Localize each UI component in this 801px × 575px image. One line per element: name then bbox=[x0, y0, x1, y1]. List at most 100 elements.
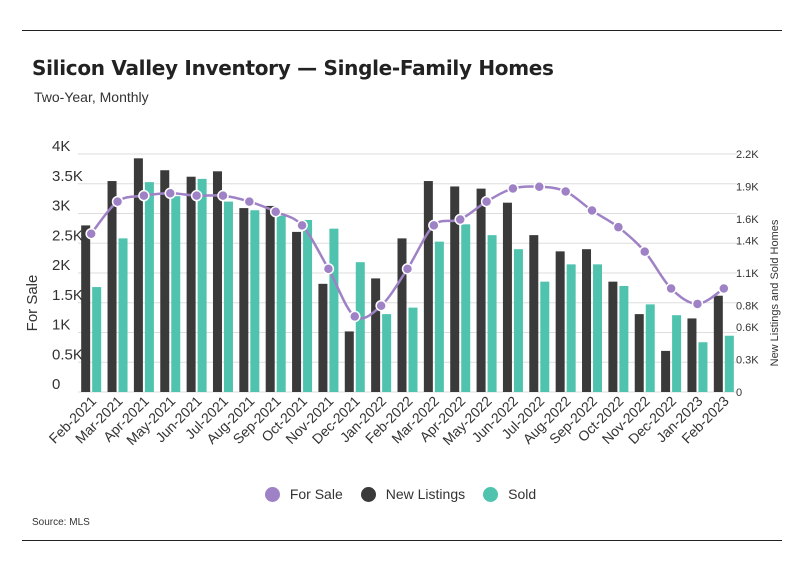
bar-sold bbox=[171, 196, 181, 392]
bar-sold bbox=[144, 182, 154, 392]
bar-sold bbox=[197, 178, 207, 392]
y2-axis-label: New Listings and Sold Homes bbox=[769, 219, 781, 366]
bar-new-listings bbox=[133, 158, 143, 392]
bar-sold bbox=[461, 224, 471, 392]
bar-new-listings bbox=[502, 202, 512, 392]
point-for-sale bbox=[480, 195, 493, 208]
bar-sold bbox=[593, 264, 603, 392]
y-tick-label: 2K bbox=[52, 257, 70, 274]
legend-marker-sold bbox=[483, 486, 499, 502]
bar-sold bbox=[513, 249, 523, 392]
point-for-sale bbox=[349, 310, 361, 323]
bar-new-listings bbox=[608, 281, 618, 392]
y-tick-label: 3K bbox=[52, 198, 70, 215]
point-for-sale bbox=[217, 189, 229, 202]
bar-new-listings bbox=[397, 238, 407, 392]
y2-tick-label: 0.8K bbox=[736, 300, 759, 312]
bar-new-listings bbox=[318, 283, 328, 392]
bar-sold bbox=[566, 264, 576, 392]
bar-sold bbox=[724, 335, 734, 392]
source-note: Source: MLS bbox=[32, 517, 90, 528]
bar-new-listings bbox=[371, 278, 381, 392]
y2-tick-label: 0 bbox=[736, 387, 742, 399]
bar-sold bbox=[329, 228, 339, 392]
bar-sold bbox=[355, 262, 365, 392]
y2-tick-label: 2.2K bbox=[736, 149, 759, 161]
legend: For Sale New Listings Sold bbox=[0, 486, 801, 502]
bar-new-listings bbox=[265, 205, 275, 392]
point-for-sale bbox=[559, 185, 572, 198]
bar-sold bbox=[303, 219, 313, 392]
bottom-rule bbox=[22, 540, 782, 541]
bar-sold bbox=[276, 215, 286, 392]
bar-new-listings bbox=[81, 225, 91, 392]
point-for-sale bbox=[665, 282, 677, 295]
line-for-sale bbox=[90, 185, 725, 320]
bar-new-listings bbox=[450, 186, 460, 392]
point-for-sale bbox=[428, 219, 440, 232]
point-for-sale bbox=[296, 219, 308, 232]
legend-item-sold: Sold bbox=[483, 486, 536, 502]
y2-tick-label: 1.6K bbox=[736, 214, 759, 226]
bar-new-listings bbox=[239, 208, 249, 392]
y-tick-label: 2.5K bbox=[52, 227, 83, 244]
bar-sold bbox=[619, 285, 629, 392]
point-for-sale bbox=[111, 195, 124, 208]
point-for-sale bbox=[138, 189, 150, 202]
y-tick-label: 3.5K bbox=[52, 168, 83, 185]
bar-new-listings bbox=[661, 350, 671, 392]
point-for-sale bbox=[507, 182, 519, 195]
chart-subtitle: Two-Year, Monthly bbox=[34, 89, 149, 105]
point-for-sale bbox=[401, 263, 414, 275]
bar-new-listings bbox=[423, 181, 433, 392]
bar-sold bbox=[698, 342, 708, 392]
bar-new-listings bbox=[476, 188, 486, 392]
bar-sold bbox=[672, 315, 682, 392]
y-tick-label: 1K bbox=[52, 317, 70, 334]
y2-tick-label: 0.6K bbox=[736, 322, 759, 334]
bar-sold bbox=[223, 201, 233, 392]
bar-new-listings bbox=[529, 235, 539, 392]
bar-sold bbox=[408, 307, 418, 392]
point-for-sale bbox=[243, 195, 256, 208]
y2-tick-label: 1.1K bbox=[736, 268, 759, 280]
bar-new-listings bbox=[582, 249, 592, 392]
point-for-sale bbox=[612, 221, 625, 233]
legend-label-new-listings: New Listings bbox=[385, 486, 466, 502]
y-axis-label: For Sale bbox=[24, 275, 41, 332]
point-for-sale bbox=[586, 204, 598, 217]
y-tick-label: 1.5K bbox=[52, 287, 83, 304]
bar-new-listings bbox=[212, 171, 222, 392]
point-for-sale bbox=[533, 180, 546, 193]
bar-new-listings bbox=[107, 181, 117, 392]
bar-sold bbox=[434, 241, 444, 392]
legend-label-for-sale: For Sale bbox=[289, 486, 343, 502]
legend-marker-new-listings bbox=[360, 486, 376, 502]
point-for-sale bbox=[190, 189, 203, 202]
bar-sold bbox=[645, 304, 655, 392]
y2-tick-label: 1.4K bbox=[736, 236, 759, 248]
chart-title: Silicon Valley Inventory — Single-Family… bbox=[32, 56, 554, 80]
bar-sold bbox=[92, 287, 102, 392]
point-for-sale bbox=[454, 213, 466, 226]
legend-marker-for-sale bbox=[264, 486, 280, 502]
point-for-sale bbox=[375, 299, 387, 312]
bars bbox=[81, 158, 734, 392]
y-tick-label: 0.5K bbox=[52, 346, 83, 363]
bar-new-listings bbox=[292, 231, 302, 392]
bar-sold bbox=[487, 235, 497, 392]
legend-item-new-listings: New Listings bbox=[360, 486, 466, 502]
y2-tick-label: 1.9K bbox=[736, 181, 759, 193]
bar-new-listings bbox=[160, 170, 170, 392]
bar-new-listings bbox=[186, 176, 196, 392]
bar-new-listings bbox=[687, 318, 697, 392]
y2-tick-label: 0.3K bbox=[736, 355, 759, 367]
point-for-sale bbox=[718, 282, 730, 295]
point-for-sale bbox=[322, 263, 335, 275]
bar-new-listings bbox=[634, 314, 644, 392]
point-for-sale bbox=[85, 227, 97, 240]
bar-new-listings bbox=[555, 251, 565, 392]
bar-sold bbox=[118, 238, 128, 392]
bar-sold bbox=[382, 314, 392, 392]
